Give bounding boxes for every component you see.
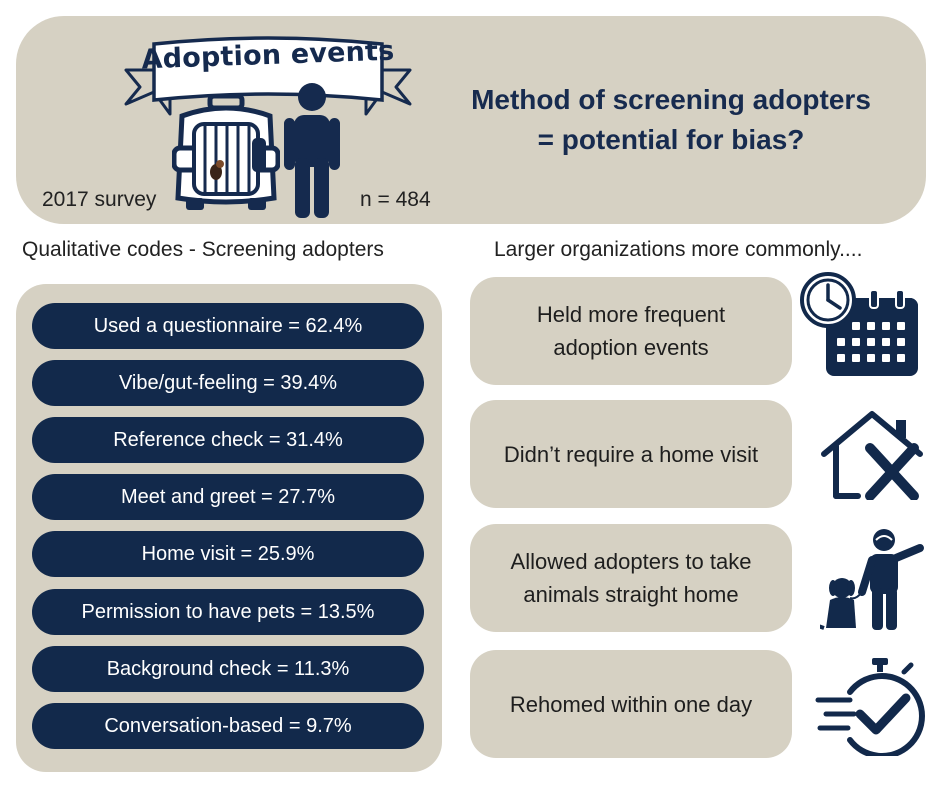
finding-box-home-visit: Didn’t require a home visit: [470, 400, 792, 508]
title-line-2: = potential for bias?: [537, 124, 805, 155]
code-pill: Vibe/gut-feeling = 39.4%: [32, 360, 424, 406]
title-line-1: Method of screening adopters: [471, 84, 871, 115]
code-pill: Meet and greet = 27.7%: [32, 474, 424, 520]
findings-heading: Larger organizations more commonly....: [494, 238, 863, 261]
finding-text: Held more frequent: [536, 302, 726, 327]
finding-box-straight-home: Allowed adopters to take animals straigh…: [470, 524, 792, 632]
finding-text: Allowed adopters to take: [510, 549, 752, 574]
house-cross-icon: [821, 411, 923, 500]
code-pill: Conversation-based = 9.7%: [32, 703, 424, 749]
finding-text: adoption events: [553, 335, 709, 360]
page-title: Method of screening adopters = potential…: [436, 80, 906, 160]
sample-size-label: n = 484: [360, 188, 431, 211]
pet-carrier-icon: [172, 94, 280, 210]
finding-text: animals straight home: [523, 582, 739, 607]
codes-heading: Qualitative codes - Screening adopters: [22, 238, 384, 261]
survey-year-label: 2017 survey: [42, 188, 157, 211]
finding-box-one-day: Rehomed within one day: [470, 650, 792, 758]
header-panel: Adoption events 2017 survey n = 484 Meth…: [16, 16, 926, 224]
finding-box-events: Held more frequent adoption events: [470, 277, 792, 385]
ribbon-banner-icon: [124, 36, 412, 116]
person-icon: [284, 83, 340, 218]
codes-panel: Used a questionnaire = 62.4% Vibe/gut-fe…: [16, 284, 442, 772]
code-pill: Used a questionnaire = 62.4%: [32, 303, 424, 349]
code-pill: Background check = 11.3%: [32, 646, 424, 692]
stopwatch-check-icon: [815, 658, 925, 756]
code-pill: Permission to have pets = 13.5%: [32, 589, 424, 635]
finding-text: Rehomed within one day: [509, 691, 753, 717]
person-with-dog-icon: [820, 529, 924, 630]
clock-calendar-icon: [800, 272, 918, 376]
code-pill: Home visit = 25.9%: [32, 531, 424, 577]
code-pill: Reference check = 31.4%: [32, 417, 424, 463]
finding-text: Didn’t require a home visit: [503, 441, 759, 467]
